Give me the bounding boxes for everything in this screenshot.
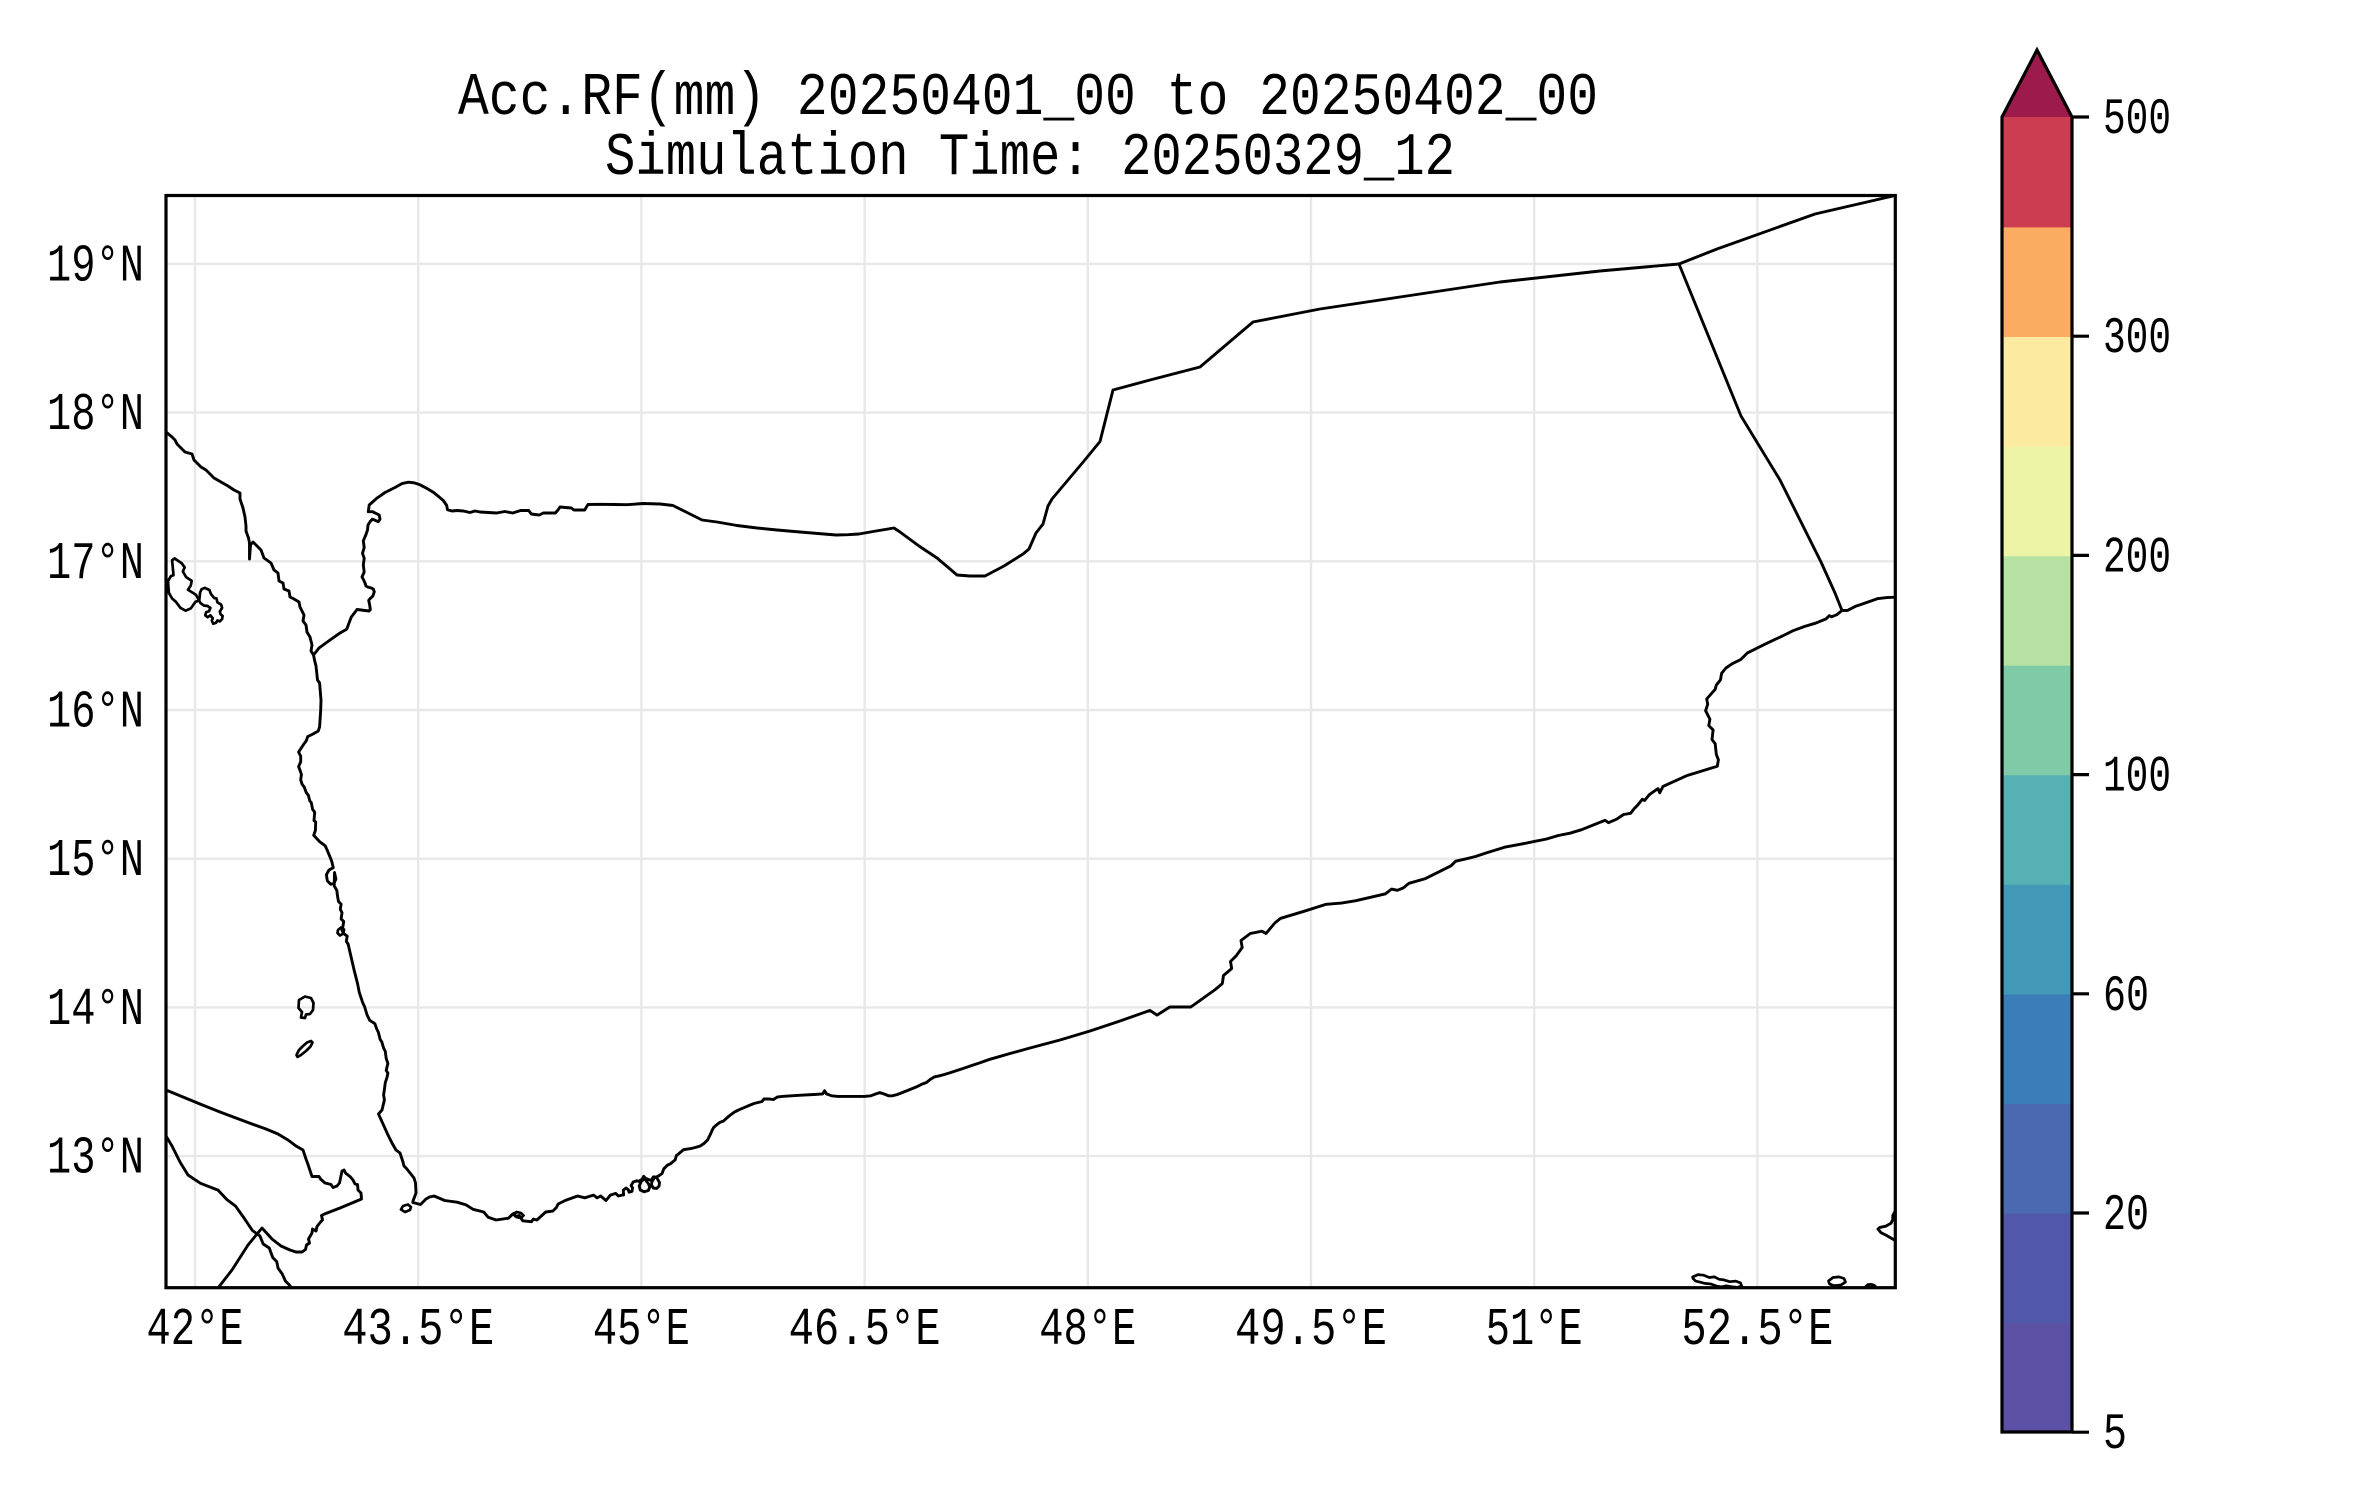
svg-text:Acc.RF(mm) 20250401_00 to 2025: Acc.RF(mm) 20250401_00 to 20250402_00 [458,65,1598,133]
svg-text:300: 300 [2103,311,2171,368]
svg-text:46.5°E: 46.5°E [789,1300,941,1360]
svg-text:20: 20 [2103,1188,2149,1245]
svg-text:45°E: 45°E [593,1300,690,1360]
svg-text:13°N: 13°N [47,1129,144,1189]
svg-text:14°N: 14°N [47,980,144,1040]
svg-text:43.5°E: 43.5°E [342,1300,494,1360]
svg-text:200: 200 [2103,530,2171,587]
svg-text:19°N: 19°N [47,236,144,296]
svg-text:18°N: 18°N [47,385,144,445]
svg-text:5: 5 [2103,1407,2127,1464]
svg-text:100: 100 [2103,750,2171,807]
svg-text:16°N: 16°N [47,683,144,743]
svg-text:Simulation Time: 20250329_12: Simulation Time: 20250329_12 [605,125,1455,193]
svg-text:17°N: 17°N [47,534,144,594]
svg-text:51°E: 51°E [1486,1300,1583,1360]
svg-text:48°E: 48°E [1039,1300,1136,1360]
svg-text:15°N: 15°N [47,831,144,891]
svg-text:42°E: 42°E [147,1300,244,1360]
svg-text:52.5°E: 52.5°E [1681,1300,1833,1360]
svg-text:60: 60 [2103,969,2149,1026]
svg-text:49.5°E: 49.5°E [1235,1300,1387,1360]
svg-text:500: 500 [2103,92,2171,149]
